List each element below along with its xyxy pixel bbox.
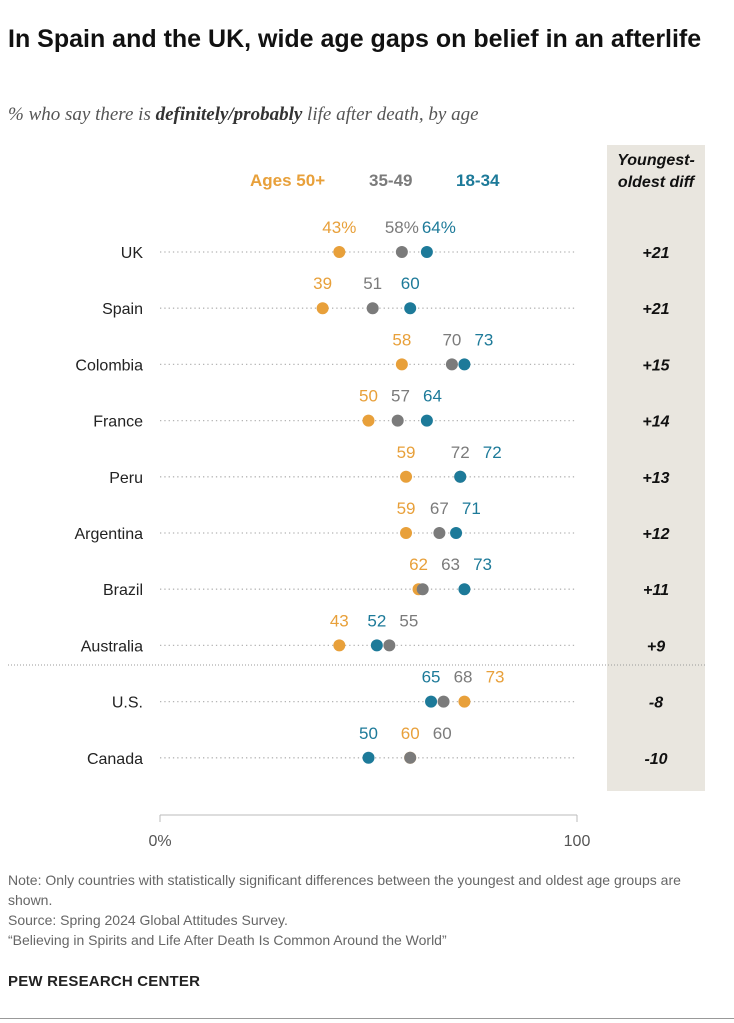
x-tick-label: 100 — [564, 833, 591, 850]
footer-report: “Believing in Spirits and Life After Dea… — [8, 932, 447, 948]
dot-young — [370, 639, 383, 652]
diff-value: +15 — [642, 357, 670, 374]
value-label-middle: 60 — [433, 724, 452, 743]
dot-young — [458, 358, 471, 371]
diff-value: +9 — [647, 638, 665, 655]
dot-older — [400, 470, 413, 483]
dot-middle — [445, 358, 458, 371]
diff-value: +21 — [642, 245, 669, 262]
country-label: Peru — [109, 470, 143, 487]
value-label-young: 52 — [367, 611, 386, 630]
x-tick-label: 0% — [148, 833, 171, 850]
diff-header-line-1: Youngest- — [617, 152, 695, 169]
diff-value: +21 — [642, 301, 669, 318]
dot-young — [450, 527, 463, 539]
dot-older — [316, 302, 329, 315]
value-label-middle: 67 — [430, 499, 449, 518]
value-label-young: 73 — [474, 330, 493, 349]
dot-older — [395, 358, 408, 371]
chart-title: In Spain and the UK, wide age gaps on be… — [8, 25, 702, 53]
bottom-divider — [0, 1018, 734, 1019]
diff-column-background — [607, 145, 705, 791]
subtitle-prefix: % who say there is — [8, 104, 156, 125]
footer-note: Note: Only countries with statistically … — [8, 872, 681, 908]
footer-source: Source: Spring 2024 Global Attitudes Sur… — [8, 912, 288, 928]
dot-middle — [433, 527, 446, 539]
dot-middle — [437, 695, 450, 708]
value-label-middle: 63 — [441, 555, 460, 574]
value-label-middle: 57 — [391, 387, 410, 406]
country-label: UK — [121, 245, 144, 262]
dot-middle — [366, 302, 379, 315]
value-label-older: 60 — [401, 724, 420, 743]
value-label-older: 59 — [397, 499, 416, 518]
brand-logo-text: PEW RESEARCH CENTER — [8, 973, 201, 990]
country-label: Colombia — [75, 357, 143, 374]
value-label-young: 60 — [401, 274, 420, 293]
dot-older — [458, 695, 471, 708]
value-label-middle: 55 — [399, 611, 418, 630]
dot-middle — [404, 751, 417, 764]
value-label-middle: 70 — [442, 330, 461, 349]
diff-column-header: Youngest- oldest diff — [607, 150, 705, 194]
value-label-older: 58 — [392, 330, 411, 349]
diff-value: -8 — [649, 695, 663, 712]
country-label: Argentina — [75, 526, 144, 543]
diff-value: +14 — [642, 414, 669, 431]
value-label-young: 50 — [359, 724, 378, 743]
diff-value: -10 — [644, 751, 667, 768]
diff-value: +13 — [642, 470, 669, 487]
dot-older — [400, 527, 413, 539]
country-label: Canada — [87, 751, 143, 768]
country-label: Brazil — [103, 582, 143, 599]
value-label-young: 71 — [462, 499, 481, 518]
value-label-middle: 51 — [363, 274, 382, 293]
dot-young — [404, 302, 417, 315]
dot-older — [333, 639, 346, 652]
dot-older — [333, 246, 346, 258]
legend-young: 18-34 — [456, 171, 500, 190]
value-label-older: 50 — [359, 387, 378, 406]
value-label-young: 64 — [423, 387, 442, 406]
dot-middle — [416, 583, 429, 596]
value-label-older: 62 — [409, 555, 428, 574]
dot-middle — [395, 246, 408, 258]
dot-older — [362, 414, 375, 427]
value-label-older: 59 — [397, 443, 416, 462]
dot-young — [420, 246, 433, 258]
value-label-older: 73 — [486, 668, 505, 687]
dot-young — [454, 470, 467, 483]
value-label-older: 43 — [330, 611, 349, 630]
value-label-young: 73 — [473, 555, 492, 574]
country-label: Spain — [102, 301, 143, 318]
chart-subtitle: % who say there is definitely/probably l… — [8, 104, 479, 126]
dot-young — [362, 751, 375, 764]
value-label-middle: 72 — [451, 443, 470, 462]
dot-middle — [383, 639, 396, 652]
value-label-young: 64% — [422, 218, 456, 237]
value-label-older: 43% — [322, 218, 356, 237]
country-label: U.S. — [112, 695, 143, 712]
country-label: France — [93, 414, 143, 431]
value-label-middle: 68 — [454, 668, 473, 687]
footer-notes: Note: Only countries with statistically … — [8, 870, 718, 950]
dot-middle — [391, 414, 404, 427]
value-label-middle: 58% — [385, 218, 419, 237]
dot-young — [458, 583, 471, 596]
diff-header-line-2: oldest diff — [617, 174, 695, 191]
subtitle-emphasis: definitely/probably — [155, 104, 303, 125]
diff-value: +12 — [642, 526, 669, 543]
legend-middle: 35-49 — [369, 171, 413, 190]
legend-older: Ages 50+ — [250, 171, 326, 190]
dot-young — [420, 414, 433, 427]
value-label-older: 39 — [313, 274, 332, 293]
value-label-young: 65 — [422, 668, 441, 687]
country-label: Australia — [81, 638, 143, 655]
subtitle-suffix: life after death, by age — [302, 104, 479, 125]
dot-plot: UK +21 43% 58% 64% Spain +21 39 51 60 Colombia +15 5… — [8, 218, 705, 850]
diff-value: +11 — [643, 582, 669, 599]
dot-young — [425, 695, 438, 708]
value-label-young: 72 — [483, 443, 502, 462]
